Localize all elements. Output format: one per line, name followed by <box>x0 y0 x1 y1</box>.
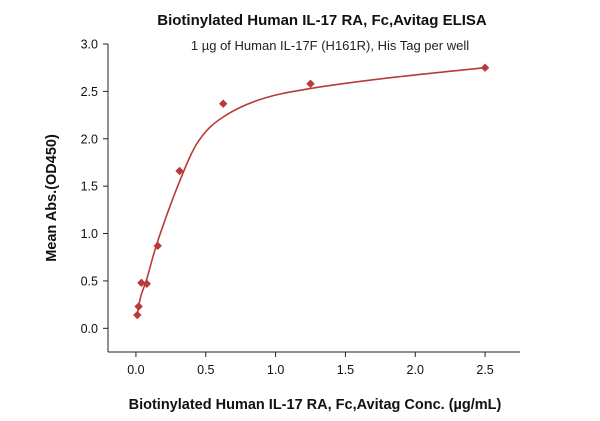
y-axis-ticks: 0.0 0.5 1.0 1.5 2.0 2.5 3.0 <box>81 38 108 336</box>
y-tick-label: 0.0 <box>81 322 98 336</box>
data-point-marker <box>142 279 152 288</box>
x-tick-label: 2.5 <box>476 363 493 377</box>
data-points <box>133 63 490 320</box>
data-point-marker <box>153 241 162 251</box>
data-point-marker <box>175 166 184 176</box>
y-tick-label: 3.0 <box>81 38 98 52</box>
y-tick-label: 1.0 <box>81 227 98 241</box>
y-tick-label: 1.5 <box>81 180 98 194</box>
data-point-marker <box>137 278 146 288</box>
x-tick-label: 1.5 <box>337 363 354 377</box>
fit-curve <box>136 66 486 315</box>
y-tick-label: 2.5 <box>81 85 98 99</box>
y-axis-label: Mean Abs.(OD450) <box>44 134 60 262</box>
chart-subtitle: 1 µg of Human IL-17F (H161R), His Tag pe… <box>191 38 469 53</box>
x-axis-ticks: 0.0 0.5 1.0 1.5 2.0 2.5 <box>127 352 494 377</box>
x-axis-label: Biotinylated Human IL-17 RA, Fc,Avitag C… <box>129 397 502 413</box>
y-tick-label: 0.5 <box>81 274 98 288</box>
data-point-marker <box>306 79 315 89</box>
x-tick-label: 0.5 <box>197 363 214 377</box>
x-tick-label: 0.0 <box>127 363 144 377</box>
data-point-marker <box>133 310 142 320</box>
data-point-marker <box>480 63 490 72</box>
data-point-marker <box>219 99 228 108</box>
data-point-marker <box>134 302 143 311</box>
y-tick-label: 2.0 <box>81 132 98 146</box>
chart-title: Biotinylated Human IL-17 RA, Fc,Avitag E… <box>157 12 487 29</box>
x-tick-label: 2.0 <box>407 363 424 377</box>
x-tick-label: 1.0 <box>267 363 284 377</box>
